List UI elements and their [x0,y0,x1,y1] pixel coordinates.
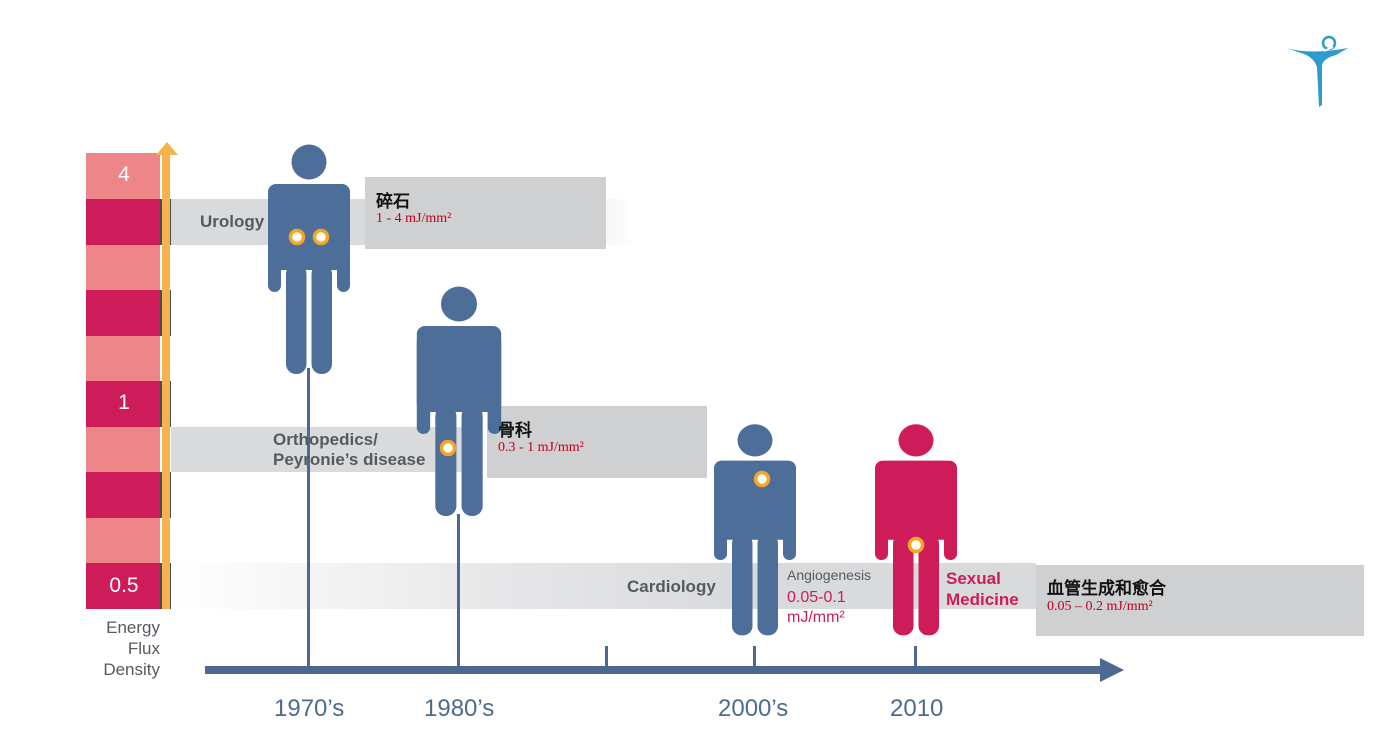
angio-box-title: 血管生成和愈合 [1047,579,1166,599]
ortho-box-title: 骨科 [498,421,532,441]
target-markers [288,228,925,554]
year-label-1980s: 1980’s [424,695,495,722]
scale-cell [86,153,160,199]
target-marker-icon [907,536,925,554]
orthopedics-label-line: Peyronie’s disease [273,450,426,469]
year-label-2000s: 2000’s [718,695,789,722]
guide-line-1970s [307,368,310,668]
person-icon-1970s [268,144,350,374]
timeline-tick [307,646,310,668]
up-arrow-icon [156,142,178,155]
scale-label-4: 4 [118,163,130,186]
target-marker-icon [439,439,457,457]
person-icon-2000s [714,424,796,636]
timeline-tick [914,646,917,668]
stick-figure-logo-icon [1286,35,1348,107]
urology-label: Urology [200,212,265,231]
urology-box-dose: 1 - 4 mJ/mm² [376,211,452,226]
ortho-box-dose: 0.3 - 1 mJ/mm² [498,440,584,455]
orthopedics-label: Orthopedics/ Peyronie’s disease [273,430,425,470]
scale-label-1: 1 [118,391,130,414]
axis-title-line: Energy [106,618,160,637]
scale-cell [86,336,160,381]
target-marker-icon [312,228,330,246]
angio-box-dose: 0.05 – 0.2 mJ/mm² [1047,599,1153,614]
axis-title-line: Density [103,660,160,679]
sexual-medicine-line: Sexual [946,569,1001,588]
orthopedics-info-box [487,406,707,478]
sexual-medicine-line: Medicine [946,590,1019,609]
sexual-medicine-label: Sexual Medicine [946,568,1019,610]
scale-label-0-5: 0.5 [109,574,139,597]
year-label-1970s: 1970’s [274,695,345,722]
scale-cell [86,381,160,427]
scale-cell [86,199,160,245]
scale-cell [86,245,160,290]
timeline-tick [753,646,756,668]
urology-box-title: 碎石 [376,192,410,212]
cardiology-band [171,563,1036,609]
angiogenesis-dose-line: 0.05-0.1 [787,589,846,606]
scale-cell [86,518,160,563]
angiogenesis-info-box [1036,565,1364,636]
scale-cell [86,563,160,609]
energy-axis-rail [162,154,170,609]
target-marker-icon [288,228,306,246]
person-icon-1980s [416,286,502,516]
person-icon-2010 [875,424,957,636]
year-label-2010: 2010 [890,695,944,722]
axis-title-line: Flux [127,639,160,658]
angiogenesis-dose-line: mJ/mm² [787,609,845,626]
angiogenesis-label: Angiogenesis [787,567,872,583]
timeline-tick [605,646,608,668]
target-marker-icon [753,470,771,488]
timeline-tick [457,646,460,668]
timeline-axis [205,646,1124,682]
urology-info-box [365,177,606,249]
scale-cell [86,427,160,472]
scale-cell [86,472,160,518]
right-arrow-icon [1100,658,1124,682]
angiogenesis-dose: 0.05-0.1 mJ/mm² [787,588,846,628]
scale-cell [86,290,160,336]
guide-line-1980s [457,514,460,668]
energy-flux-density-label: Energy Flux Density [103,617,160,680]
orthopedics-band [171,427,471,472]
cardiology-label: Cardiology [627,577,716,596]
orthopedics-label-line: Orthopedics/ [273,430,378,449]
